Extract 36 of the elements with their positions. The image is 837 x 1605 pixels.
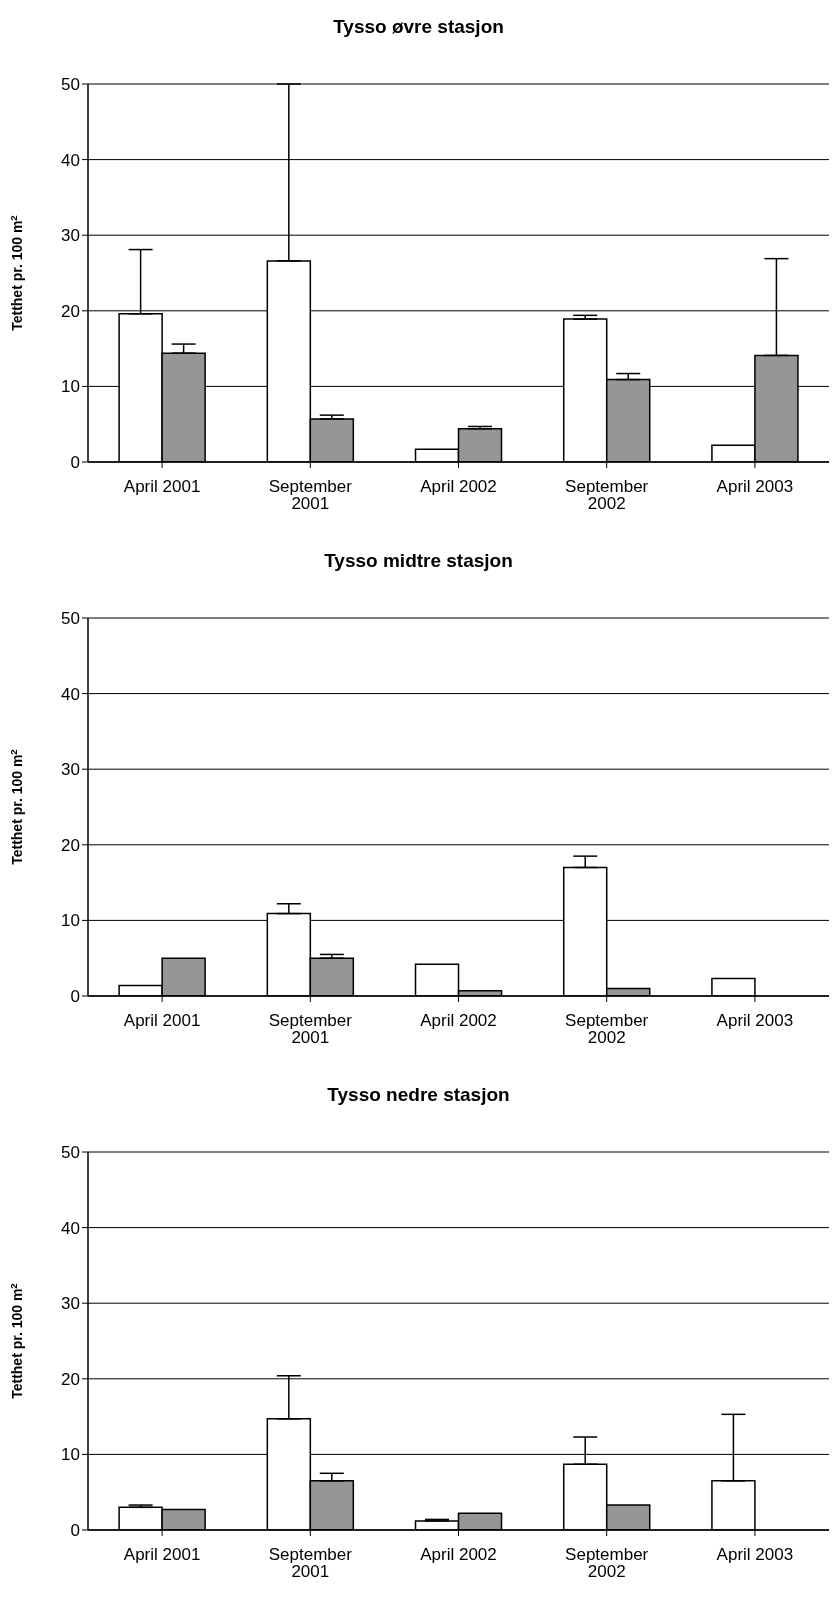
y-tick-label: 40	[61, 684, 80, 704]
y-tick-label: 20	[61, 1369, 80, 1389]
x-tick-label: April 2001	[123, 1011, 201, 1031]
y-tick-label: 20	[61, 301, 80, 321]
chart-title: Tysso midtre stasjon	[323, 549, 514, 573]
y-tick-label: 0	[70, 1521, 80, 1541]
y-tick-label: 40	[61, 150, 80, 170]
x-tick-label: April 2002	[420, 477, 497, 497]
y-tick-label: 40	[61, 1218, 80, 1238]
x-tick-label: September 2001	[268, 477, 353, 514]
x-tick-label: April 2001	[123, 1545, 201, 1565]
y-tick-label: 20	[61, 835, 80, 855]
x-tick-label: April 2002	[420, 1545, 497, 1565]
x-tick-label: September 2001	[268, 1545, 353, 1582]
y-tick-label: 10	[61, 911, 80, 931]
x-tick-label: September 2002	[565, 1545, 649, 1582]
y-tick-label: 30	[61, 226, 80, 246]
x-tick-label: September 2001	[268, 1011, 353, 1048]
y-tick-label: 50	[61, 609, 80, 629]
x-tick-label: September 2002	[565, 1011, 649, 1048]
x-tick-label: April 2003	[716, 477, 794, 497]
x-tick-label: April 2001	[123, 477, 201, 497]
y-tick-label: 30	[61, 760, 80, 780]
chart-title: Tysso øvre stasjon	[332, 15, 505, 39]
y-tick-label: 10	[61, 377, 80, 397]
y-tick-label: 50	[61, 75, 80, 95]
x-tick-label: April 2002	[420, 1011, 497, 1031]
chart-title: Tysso nedre stasjon	[326, 1083, 511, 1107]
x-tick-label: April 2003	[716, 1545, 794, 1565]
y-tick-label: 50	[61, 1143, 80, 1163]
y-tick-label: 0	[70, 987, 80, 1007]
y-tick-label: 0	[70, 453, 80, 473]
y-tick-label: 10	[61, 1445, 80, 1465]
y-tick-label: 30	[61, 1294, 80, 1314]
x-tick-label: September 2002	[565, 477, 649, 514]
x-tick-label: April 2003	[716, 1011, 794, 1031]
